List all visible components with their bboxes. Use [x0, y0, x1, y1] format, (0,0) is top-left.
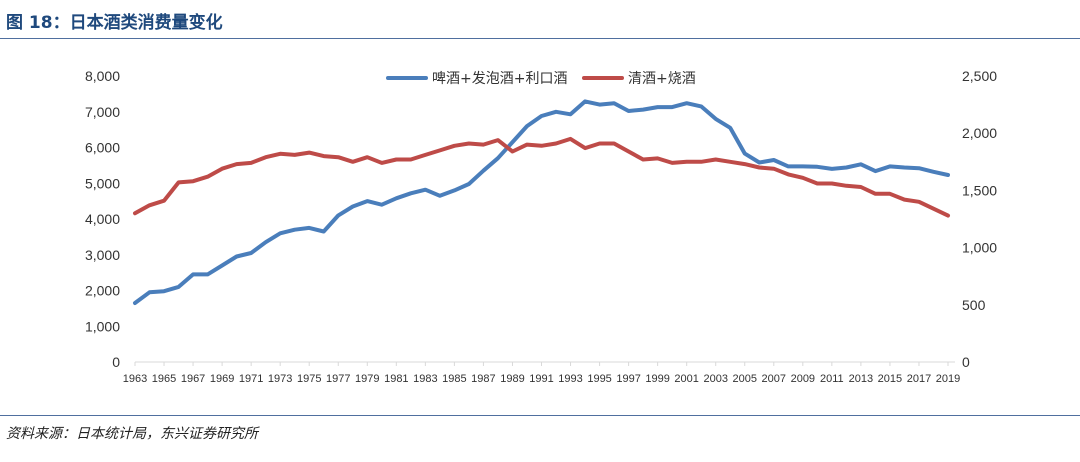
left-axis-tick-label: 2,000 [85, 283, 120, 299]
x-axis-tick-label: 2019 [936, 373, 960, 385]
x-axis-tick-label: 2005 [733, 373, 757, 385]
x-axis-tick-label: 1989 [500, 373, 524, 385]
x-axis-ticks: 1963 1965 1967 1969 1971 1973 1975 1977 1979 1981… [123, 362, 960, 385]
left-axis-tick-label: 7,000 [85, 104, 120, 120]
legend-label-1: 啤酒+发泡酒+利口酒 [432, 71, 567, 87]
x-axis-tick-label: 1963 [123, 373, 147, 385]
x-axis-tick-label: 2011 [820, 373, 844, 385]
left-axis-tick-label: 4,000 [85, 211, 120, 227]
left-axis-tick-label: 8,000 [85, 68, 120, 84]
x-axis-tick-label: 1977 [326, 373, 350, 385]
series-line-1 [133, 99, 950, 305]
x-axis-tick-label: 1987 [471, 373, 495, 385]
figure-title: 图 18：日本酒类消费量变化 [6, 13, 223, 33]
x-axis-tick-label: 1991 [529, 373, 553, 385]
left-axis-tick-label: 5,000 [85, 175, 120, 191]
x-axis-tick-label: 1981 [384, 373, 408, 385]
x-axis-tick-label: 1985 [442, 373, 466, 385]
x-axis-tick-label: 1971 [239, 373, 263, 385]
x-axis-tick-label: 2001 [674, 373, 698, 385]
x-axis-tick-label: 2017 [907, 373, 931, 385]
x-axis-tick-label: 1975 [297, 373, 321, 385]
right-axis-tick-label: 500 [962, 297, 986, 313]
x-axis-tick-label: 1969 [210, 373, 234, 385]
x-axis-tick-label: 1997 [616, 373, 640, 385]
source-note: 资料来源：日本统计局，东兴证券研究所 [6, 426, 258, 442]
right-axis-tick-label: 1,000 [962, 240, 997, 256]
x-axis-tick-label: 1967 [181, 373, 205, 385]
x-axis-tick-label: 1999 [645, 373, 669, 385]
legend: 啤酒+发泡酒+利口酒 清酒+烧酒 [386, 71, 696, 87]
left-axis-tick-label: 1,000 [85, 318, 120, 334]
right-axis-tick-label: 2,000 [962, 125, 997, 141]
right-axis-tick-label: 1,500 [962, 182, 997, 198]
x-axis-tick-label: 2015 [878, 373, 902, 385]
title-divider [0, 38, 1080, 39]
x-axis-tick-label: 2009 [791, 373, 815, 385]
x-axis-tick-label: 1995 [587, 373, 611, 385]
left-axis-ticks: 0 1,000 2,000 3,000 4,000 5,000 6,000 7,000 8,00… [85, 68, 120, 370]
series-line-2 [133, 136, 950, 218]
x-axis-tick-label: 1983 [413, 373, 437, 385]
x-axis-tick-label: 2013 [849, 373, 873, 385]
right-axis-tick-label: 0 [962, 354, 970, 370]
x-axis-tick-label: 1973 [268, 373, 292, 385]
series-lines [133, 99, 950, 305]
x-axis-tick-label: 1979 [355, 373, 379, 385]
x-axis-tick-label: 1965 [152, 373, 176, 385]
left-axis-tick-label: 3,000 [85, 247, 120, 263]
left-axis-tick-label: 6,000 [85, 140, 120, 156]
left-axis-tick-label: 0 [112, 354, 120, 370]
right-axis-tick-label: 2,500 [962, 68, 997, 84]
x-axis-tick-label: 2003 [703, 373, 727, 385]
right-axis-ticks: 0 500 1,000 1,500 2,000 2,500 [962, 68, 997, 370]
x-axis-tick-label: 1993 [558, 373, 582, 385]
line-chart: 0 1,000 2,000 3,000 4,000 5,000 6,000 7,000 8,00… [85, 68, 997, 385]
footer-divider [0, 415, 1080, 416]
legend-label-2: 清酒+烧酒 [628, 71, 696, 87]
x-axis-tick-label: 2007 [762, 373, 786, 385]
